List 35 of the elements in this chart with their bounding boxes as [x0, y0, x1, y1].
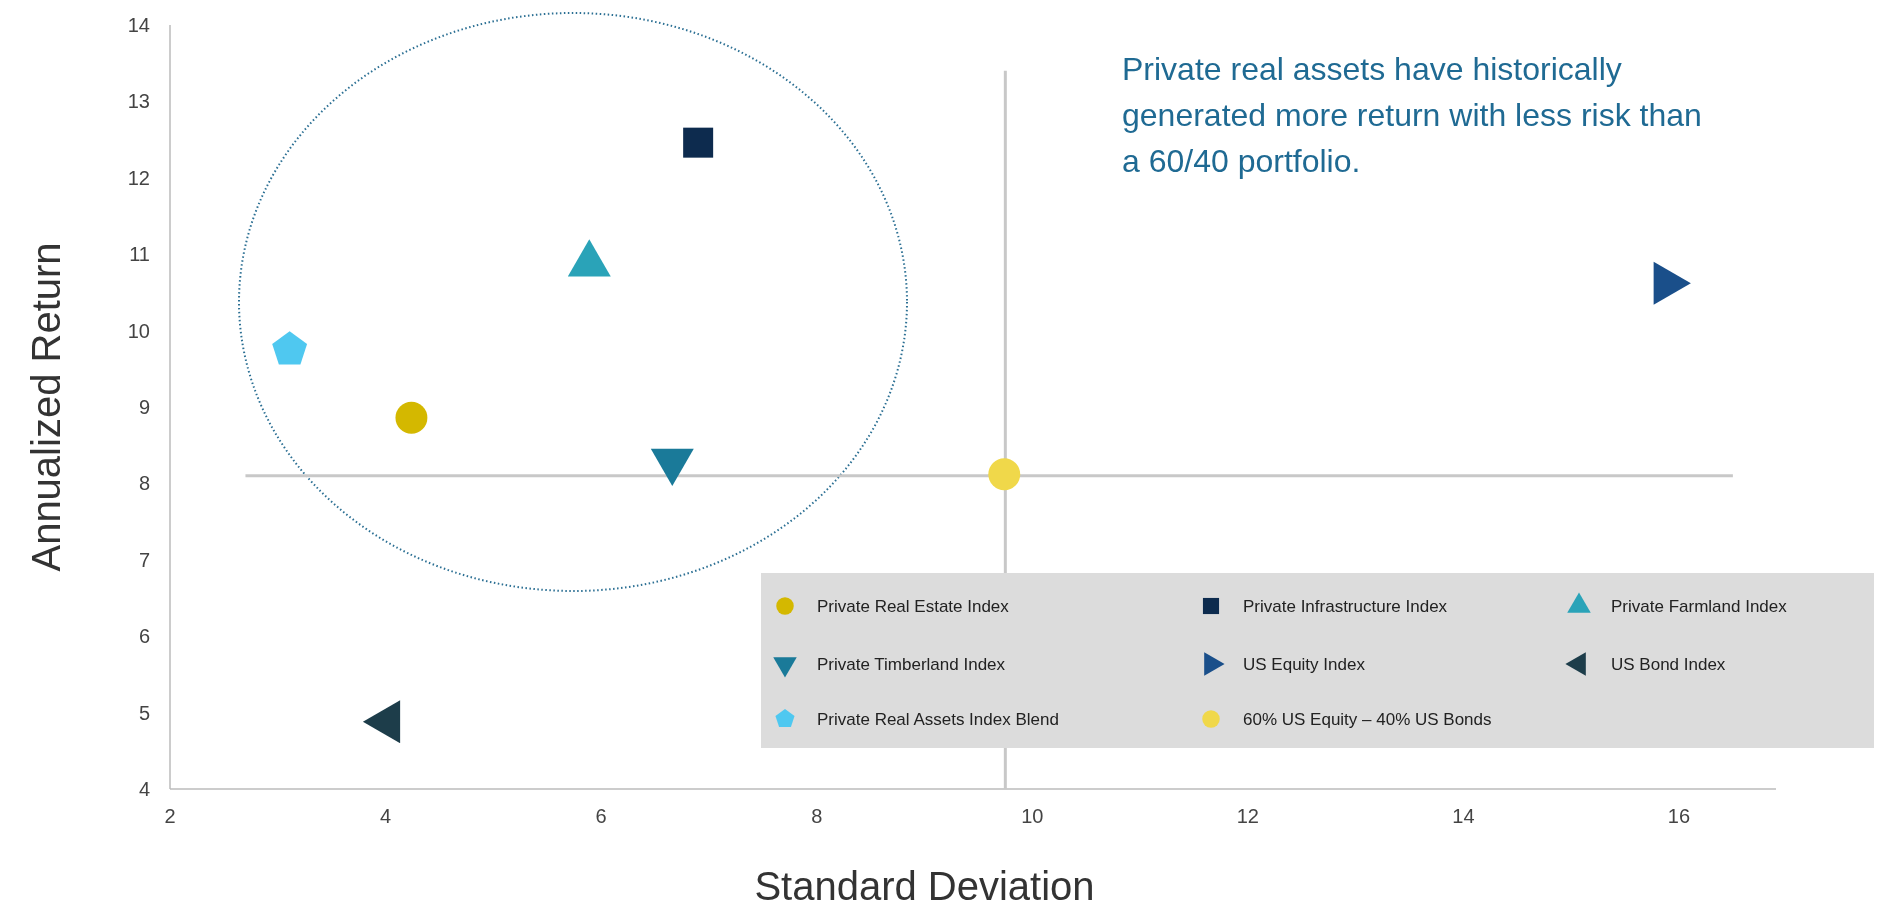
x-tick-label: 14: [1452, 805, 1475, 827]
point: [272, 331, 308, 365]
legend-label: US Bond Index: [1611, 655, 1726, 674]
legend-label: Private Farmland Index: [1611, 597, 1788, 616]
point: [988, 458, 1021, 491]
x-tick-label: 12: [1236, 805, 1259, 827]
legend-label: Private Infrastructure Index: [1243, 597, 1448, 616]
y-axis-title: Annualized Return: [24, 242, 68, 572]
point: [1653, 261, 1691, 305]
x-tick-label: 2: [164, 805, 176, 827]
x-tick-label: 8: [811, 805, 823, 827]
legend-label: Private Real Estate Index: [817, 597, 1010, 616]
y-tick-label: 13: [127, 90, 150, 113]
x-tick-label: 4: [380, 805, 392, 827]
legend-label: Private Timberland Index: [817, 655, 1006, 674]
y-tick-label: 7: [138, 548, 150, 571]
y-tick-label: 4: [138, 778, 150, 800]
y-tick-label: 11: [129, 243, 150, 266]
legend-label: US Equity Index: [1243, 655, 1366, 674]
y-tick-label: 14: [127, 14, 150, 36]
y-tick-label: 8: [138, 472, 150, 495]
y-tick-label: 5: [138, 701, 150, 724]
y-tick-label: 9: [138, 396, 150, 418]
y-tick-label: 6: [138, 625, 150, 648]
x-tick-label: 6: [595, 805, 607, 827]
y-tick-label: 12: [127, 166, 150, 189]
x-axis-title: Standard Deviation: [754, 864, 1095, 908]
x-tick-label: 16: [1667, 805, 1691, 827]
legend-label: 60% US Equity – 40% US Bonds: [1243, 710, 1492, 729]
y-tick-label: 10: [127, 319, 150, 342]
point: [683, 127, 714, 158]
annotation: Private real assets have historically generated more return with less risk than a 60/40 portfolio.: [1122, 51, 1702, 179]
legend-label: Private Real Assets Index Blend: [817, 710, 1059, 729]
point: [395, 401, 428, 434]
x-tick-label: 10: [1021, 805, 1044, 827]
